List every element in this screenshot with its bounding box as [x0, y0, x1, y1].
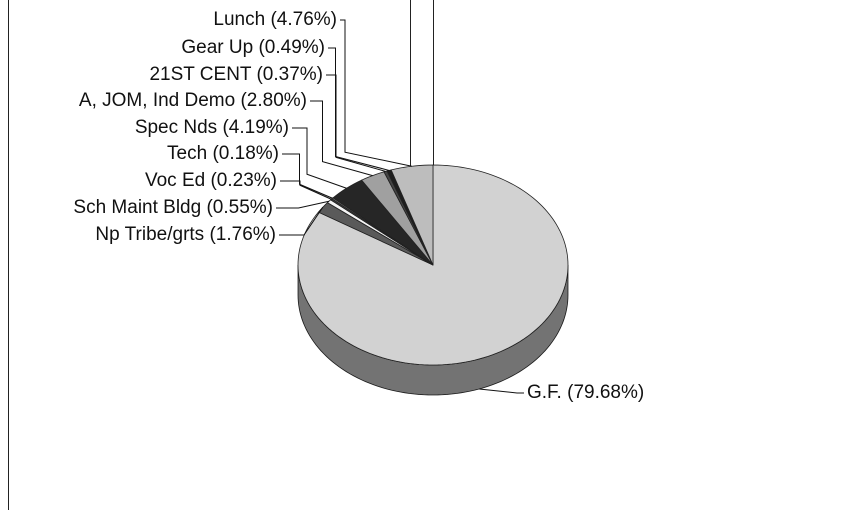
slice-label: 21ST CENT (0.37%): [149, 64, 323, 85]
slice-label: Gear Up (0.49%): [181, 37, 325, 58]
slice-label: Sch Maint Bldg (0.55%): [73, 197, 273, 218]
leader-line: [479, 388, 524, 394]
leader-line: [328, 47, 390, 171]
slice-label: Tech (0.18%): [167, 143, 279, 164]
slice-label: Np Tribe/grts (1.76%): [95, 224, 276, 245]
slice: [332, 179, 434, 266]
slice-label: Lunch (4.76%): [213, 9, 337, 30]
slice-label: A, JOM, Ind Demo (2.80%): [79, 90, 307, 111]
leader-line: [279, 207, 324, 236]
leader-line: [282, 153, 333, 199]
slice-label: Spec Nds (4.19%): [135, 117, 289, 138]
leader-line: [280, 180, 332, 200]
slice-side-shade: [298, 265, 568, 395]
leader-line: [292, 127, 347, 189]
leader-line: [326, 74, 386, 172]
slice-label: G.F. (79.68%): [527, 382, 644, 403]
slice-label: Voc Ed (0.23%): [145, 170, 277, 191]
leader-line: [340, 19, 412, 167]
leader-line: [276, 200, 330, 209]
leader-line: [310, 100, 373, 177]
